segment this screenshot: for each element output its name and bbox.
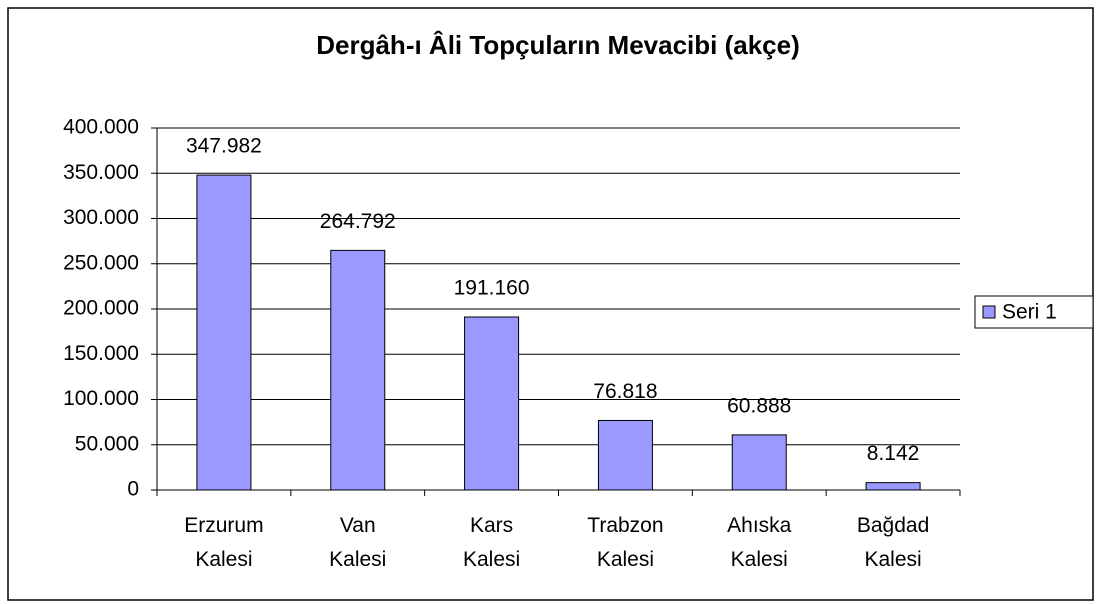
x-tick-label: Trabzon Kalesi (587, 514, 663, 571)
bar (597, 419, 653, 491)
data-label: 347.982 (186, 135, 262, 158)
x-tick-label: Bağdad Kalesi (857, 514, 929, 571)
y-tick-label: 300.000 (63, 206, 139, 229)
x-tick-label: Kars Kalesi (463, 514, 520, 571)
data-label: 191.160 (454, 277, 530, 300)
data-label: 264.792 (320, 210, 396, 233)
y-tick-label: 350.000 (63, 161, 139, 184)
legend-swatch (982, 305, 996, 319)
chart-border (7, 7, 1094, 601)
bar (865, 482, 921, 491)
y-tick-label: 200.000 (63, 297, 139, 320)
bar (464, 316, 520, 491)
y-tick-label: 250.000 (63, 251, 139, 274)
y-tick-label: 50.000 (75, 432, 139, 455)
chart-title: Dergâh-ı Âli Topçuların Mevacibi (akçe) (316, 30, 800, 60)
x-tick-label: Van Kalesi (329, 514, 386, 571)
bar (330, 249, 386, 491)
data-label: 76.818 (593, 380, 657, 403)
y-tick-label: 150.000 (63, 342, 139, 365)
data-label: 60.888 (727, 394, 791, 417)
x-tick-label: Ahıska Kalesi (727, 514, 792, 571)
x-tick-label: Erzurum Kalesi (184, 514, 263, 571)
bar (196, 174, 252, 491)
y-tick-label: 100.000 (63, 387, 139, 410)
legend-label: Seri 1 (1002, 301, 1057, 324)
data-label: 8.142 (867, 442, 920, 465)
bar (731, 434, 787, 491)
y-tick-label: 0 (127, 478, 139, 501)
y-tick-label: 400.000 (63, 116, 139, 139)
